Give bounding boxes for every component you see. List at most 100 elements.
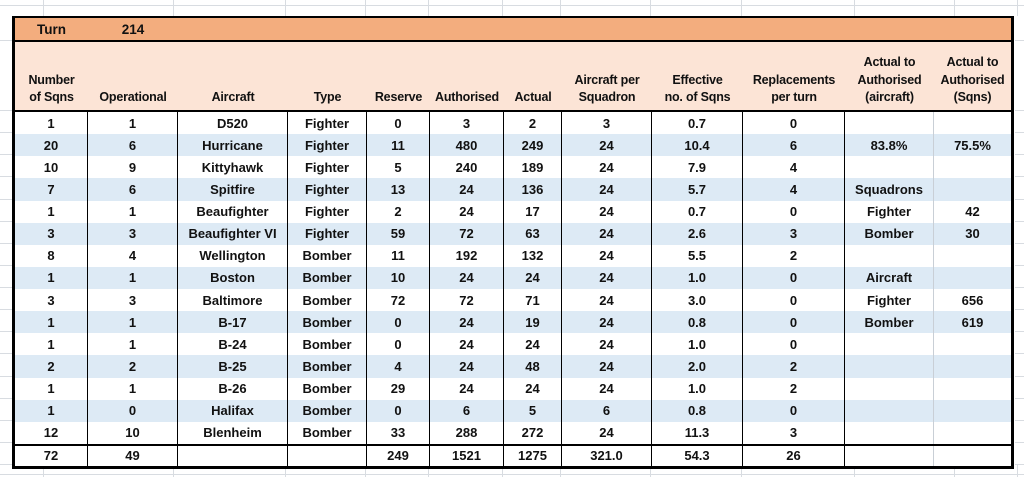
cell[interactable]: 0 (88, 399, 178, 422)
cell[interactable]: 272 (504, 421, 562, 444)
cell[interactable] (934, 378, 1011, 400)
cell[interactable]: Fighter (288, 178, 367, 201)
cell[interactable]: 2 (88, 355, 178, 378)
cell[interactable]: Fighter (845, 200, 934, 223)
cell[interactable]: 249 (504, 134, 562, 157)
cell[interactable]: 2 (743, 244, 845, 267)
totals-cell[interactable]: 1521 (430, 445, 504, 466)
cell[interactable]: 24 (430, 266, 504, 289)
cell[interactable]: 0 (743, 333, 845, 356)
cell[interactable]: 24 (430, 355, 504, 378)
totals-cell[interactable]: 249 (367, 445, 430, 466)
cell[interactable]: 3 (430, 112, 504, 135)
cell[interactable]: B-24 (178, 333, 288, 356)
cell[interactable]: 0 (743, 399, 845, 422)
cell[interactable]: 1.0 (652, 377, 743, 400)
cell[interactable]: 3 (88, 289, 178, 312)
cell[interactable]: 5 (504, 399, 562, 422)
cell[interactable]: Bomber (288, 266, 367, 289)
cell[interactable]: 7.9 (652, 156, 743, 179)
cell[interactable]: 1 (88, 311, 178, 334)
totals-cell[interactable] (288, 445, 367, 466)
cell[interactable]: Bomber (288, 355, 367, 378)
cell[interactable]: 83.8% (845, 134, 934, 157)
cell[interactable]: 24 (504, 266, 562, 289)
header-cell[interactable]: Type (313, 90, 342, 105)
cell[interactable]: 75.5% (954, 137, 991, 153)
totals-cell[interactable]: 321.0 (562, 445, 652, 466)
cell[interactable]: 24 (562, 200, 652, 223)
cell[interactable]: 42 (965, 204, 980, 220)
cell[interactable]: 1 (15, 333, 88, 356)
header-cell[interactable]: Authorised (435, 90, 499, 105)
cell[interactable] (934, 112, 1011, 134)
cell[interactable]: 10 (15, 156, 88, 179)
cell[interactable]: 8 (15, 244, 88, 267)
cell[interactable]: Beaufighter (178, 200, 288, 223)
cell[interactable]: 12 (15, 421, 88, 444)
cell[interactable]: 0 (367, 311, 430, 334)
cell[interactable]: Fighter (845, 289, 934, 312)
cell[interactable]: 24 (430, 200, 504, 223)
cell[interactable]: 24 (562, 178, 652, 201)
cell[interactable]: 1.0 (652, 333, 743, 356)
cell[interactable]: 0 (743, 112, 845, 135)
cell[interactable] (845, 399, 934, 422)
cell[interactable] (845, 156, 934, 179)
cell[interactable]: 11 (367, 244, 430, 267)
cell[interactable]: 3 (88, 222, 178, 245)
header-cell[interactable]: Aircraft (211, 90, 255, 105)
cell[interactable]: Baltimore (178, 289, 288, 312)
cell[interactable]: 6 (562, 399, 652, 422)
cell[interactable] (845, 112, 934, 135)
header-cell[interactable]: Actual to Authorised (Sqns) (940, 54, 1005, 105)
cell[interactable]: 30 (965, 226, 980, 242)
cell[interactable]: 24 (562, 222, 652, 245)
cell[interactable]: 0 (743, 200, 845, 223)
cell[interactable]: 4 (743, 156, 845, 179)
totals-cell[interactable]: 1275 (504, 445, 562, 466)
cell[interactable]: 2 (15, 355, 88, 378)
cell[interactable]: B-26 (178, 377, 288, 400)
cell[interactable]: 4 (367, 355, 430, 378)
cell[interactable]: 192 (430, 244, 504, 267)
cell[interactable]: 71 (504, 289, 562, 312)
cell[interactable]: 1 (15, 200, 88, 223)
totals-cell[interactable]: 72 (15, 445, 88, 466)
cell[interactable]: 0 (367, 112, 430, 135)
cell[interactable] (934, 333, 1011, 355)
cell[interactable]: D520 (178, 112, 288, 135)
cell[interactable]: 1 (88, 200, 178, 223)
cell[interactable]: Bomber (288, 244, 367, 267)
header-cell[interactable]: Actual (514, 90, 552, 105)
totals-cell[interactable] (178, 445, 288, 466)
cell[interactable]: 1 (88, 112, 178, 135)
cell[interactable]: 288 (430, 421, 504, 444)
cell[interactable]: 10 (367, 266, 430, 289)
cell[interactable]: 3 (15, 289, 88, 312)
cell[interactable]: 24 (562, 421, 652, 444)
cell[interactable]: 0 (743, 266, 845, 289)
cell[interactable]: 1 (15, 399, 88, 422)
cell[interactable]: 656 (961, 292, 984, 308)
cell[interactable] (934, 355, 1011, 377)
cell[interactable] (845, 244, 934, 267)
cell[interactable]: 619 (961, 314, 984, 330)
cell[interactable]: 24 (430, 178, 504, 201)
header-cell[interactable]: Effective no. of Sqns (664, 72, 731, 105)
cell[interactable]: 1.0 (652, 266, 743, 289)
cell[interactable]: Spitfire (178, 178, 288, 201)
cell[interactable]: 0 (743, 311, 845, 334)
cell[interactable]: 33 (367, 421, 430, 444)
totals-cell[interactable]: 26 (743, 445, 845, 466)
cell[interactable]: 6 (88, 178, 178, 201)
cell[interactable] (845, 333, 934, 356)
cell[interactable]: 2 (743, 377, 845, 400)
cell[interactable]: 29 (367, 377, 430, 400)
cell[interactable]: 1 (15, 377, 88, 400)
cell[interactable]: Aircraft (845, 266, 934, 289)
cell[interactable]: 10.4 (652, 134, 743, 157)
cell[interactable]: 24 (562, 134, 652, 157)
cell[interactable] (934, 178, 1011, 200)
cell[interactable]: Fighter (288, 112, 367, 135)
